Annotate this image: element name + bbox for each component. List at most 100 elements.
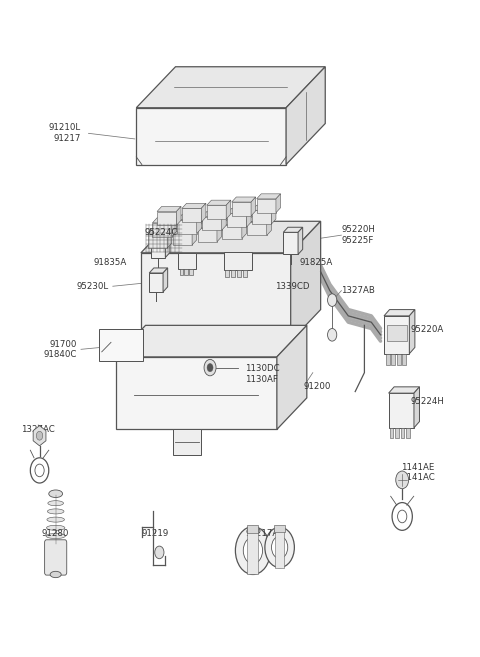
Text: 95224C: 95224C <box>145 228 179 237</box>
Polygon shape <box>283 233 298 254</box>
Ellipse shape <box>47 517 64 522</box>
Polygon shape <box>177 215 201 219</box>
Text: 95220H
95225F: 95220H 95225F <box>341 225 375 245</box>
Text: 91825A: 91825A <box>300 258 333 267</box>
Polygon shape <box>251 197 256 216</box>
Polygon shape <box>198 228 217 242</box>
Polygon shape <box>165 231 170 258</box>
Polygon shape <box>409 309 415 353</box>
Ellipse shape <box>48 509 64 514</box>
Bar <box>401 428 404 438</box>
Polygon shape <box>267 217 271 235</box>
Polygon shape <box>414 387 420 428</box>
Polygon shape <box>172 218 177 237</box>
Circle shape <box>155 546 164 558</box>
Circle shape <box>396 471 408 489</box>
Polygon shape <box>227 208 251 214</box>
Text: 91280: 91280 <box>42 529 70 538</box>
Polygon shape <box>141 221 321 253</box>
Text: 1130DC
1130AF: 1130DC 1130AF <box>245 364 279 384</box>
Polygon shape <box>167 229 172 248</box>
Polygon shape <box>271 205 276 224</box>
Text: 95220A: 95220A <box>410 325 444 334</box>
Polygon shape <box>202 212 226 217</box>
FancyBboxPatch shape <box>45 540 67 575</box>
Polygon shape <box>286 67 325 164</box>
Polygon shape <box>141 253 291 341</box>
Circle shape <box>265 527 294 568</box>
Ellipse shape <box>48 501 63 506</box>
Polygon shape <box>182 208 201 222</box>
Ellipse shape <box>46 541 66 547</box>
Text: 1327AC: 1327AC <box>21 425 55 434</box>
Bar <box>178 253 196 269</box>
Polygon shape <box>157 212 177 225</box>
Polygon shape <box>247 217 271 221</box>
Polygon shape <box>283 227 303 233</box>
Polygon shape <box>207 200 231 205</box>
Polygon shape <box>202 217 222 231</box>
Polygon shape <box>257 194 280 199</box>
Polygon shape <box>389 393 414 428</box>
Polygon shape <box>173 430 201 455</box>
Circle shape <box>243 537 263 564</box>
Polygon shape <box>207 205 226 219</box>
Bar <box>402 353 406 365</box>
Text: 91700
91840C: 91700 91840C <box>43 340 76 359</box>
Ellipse shape <box>50 572 61 578</box>
Polygon shape <box>182 203 206 208</box>
Bar <box>274 525 285 532</box>
Polygon shape <box>252 210 271 224</box>
Polygon shape <box>384 316 409 353</box>
Polygon shape <box>33 426 46 446</box>
Bar <box>275 527 284 568</box>
Bar <box>247 526 258 574</box>
Polygon shape <box>151 231 170 235</box>
Polygon shape <box>223 219 246 225</box>
Bar <box>237 271 241 277</box>
Polygon shape <box>192 226 197 245</box>
Polygon shape <box>217 223 222 242</box>
Bar <box>189 269 192 275</box>
Bar <box>180 269 183 275</box>
Polygon shape <box>151 235 165 258</box>
Polygon shape <box>226 200 231 219</box>
Polygon shape <box>149 268 168 273</box>
Polygon shape <box>198 223 222 228</box>
Circle shape <box>327 294 337 306</box>
Polygon shape <box>276 194 280 213</box>
Bar <box>390 428 393 438</box>
Polygon shape <box>163 268 168 292</box>
Text: 95230L: 95230L <box>76 283 108 291</box>
Bar <box>247 526 258 533</box>
Bar <box>243 271 247 277</box>
Text: 91217A: 91217A <box>245 529 279 538</box>
Text: 1141AE
1141AC: 1141AE 1141AC <box>401 463 435 482</box>
Bar <box>387 325 407 341</box>
Polygon shape <box>136 67 325 108</box>
Text: 91200: 91200 <box>303 382 331 391</box>
Polygon shape <box>153 218 177 223</box>
Bar <box>99 328 143 361</box>
Polygon shape <box>291 221 321 341</box>
Bar <box>406 428 410 438</box>
Bar <box>395 428 399 438</box>
Polygon shape <box>252 205 276 210</box>
Circle shape <box>36 431 43 440</box>
Polygon shape <box>173 226 197 231</box>
Polygon shape <box>197 215 201 234</box>
Circle shape <box>204 359 216 376</box>
Ellipse shape <box>49 490 62 497</box>
Polygon shape <box>149 273 163 292</box>
Polygon shape <box>177 219 197 234</box>
Circle shape <box>272 536 288 558</box>
Bar <box>225 271 229 277</box>
Polygon shape <box>277 325 307 430</box>
Text: 91210L
91217: 91210L 91217 <box>49 124 81 143</box>
Polygon shape <box>246 208 251 227</box>
Polygon shape <box>116 325 307 357</box>
Bar <box>184 269 188 275</box>
Bar <box>231 271 235 277</box>
Circle shape <box>327 328 337 341</box>
Bar <box>391 353 395 365</box>
